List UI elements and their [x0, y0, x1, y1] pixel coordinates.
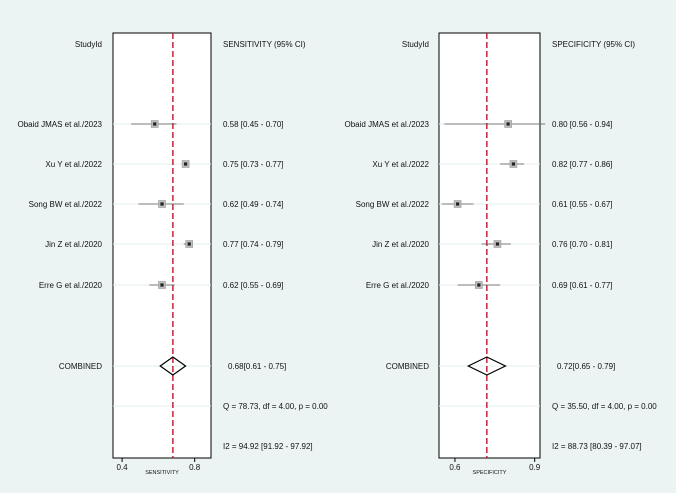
estimate-header: SENSITIVITY (95% CI) — [223, 40, 306, 49]
study-estimate-text: 0.76 [0.70 - 0.81] — [552, 240, 613, 249]
study-label: Xu Y et al./2022 — [372, 160, 429, 169]
heterogeneity-q-text: Q = 78.73, df = 4.00, p = 0.00 — [223, 402, 328, 411]
study-header: StudyId — [75, 40, 102, 49]
study-label: Jin Z et al./2020 — [45, 240, 102, 249]
heterogeneity-i2-text: I2 = 94.92 [91.92 - 97.92] — [223, 442, 313, 451]
study-estimate-text: 0.77 [0.74 - 0.79] — [223, 240, 284, 249]
study-point-marker — [456, 202, 460, 206]
study-label: Erre G et al./2020 — [39, 281, 103, 290]
combined-label: COMBINED — [386, 362, 429, 371]
x-tick-label: 0.9 — [529, 463, 541, 472]
combined-diamond — [466, 356, 507, 376]
study-label: Jin Z et al./2020 — [372, 240, 429, 249]
study-point-marker — [495, 242, 500, 246]
study-estimate-text: 0.75 [0.73 - 0.77] — [223, 160, 284, 169]
study-point-marker — [160, 202, 164, 206]
heterogeneity-i2-text: I2 = 88.73 [80.39 - 97.07] — [552, 442, 642, 451]
study-label: Obaid JMAS et al./2023 — [345, 120, 430, 129]
heterogeneity-q-text: Q = 35.50, df = 4.00, p = 0.00 — [552, 402, 657, 411]
study-point-marker — [187, 242, 191, 246]
study-estimate-text: 0.62 [0.55 - 0.69] — [223, 281, 284, 290]
study-estimate-text: 0.80 [0.56 - 0.94] — [552, 120, 613, 129]
study-estimate-text: 0.69 [0.61 - 0.77] — [552, 281, 613, 290]
combined-label: COMBINED — [59, 362, 102, 371]
combined-estimate-text: 0.68[0.61 - 0.75] — [228, 362, 286, 371]
study-label: Song BW et al./2022 — [29, 200, 103, 209]
specificity-panel: StudyId SPECIFICITY (95% CI) Obaid JMAS et… — [345, 32, 657, 476]
combined-diamond — [159, 356, 187, 376]
study-estimate-text: 0.62 [0.49 - 0.74] — [223, 200, 284, 209]
estimate-header: SPECIFICITY (95% CI) — [552, 40, 635, 49]
x-tick-label: 0.6 — [449, 463, 461, 472]
sensitivity-panel: StudyId SENSITIVITY (95% CI) Obaid JMAS et… — [18, 32, 328, 476]
study-label: Erre G et al./2020 — [366, 281, 430, 290]
study-point-marker — [477, 283, 481, 287]
study-estimate-text: 0.61 [0.55 - 0.67] — [552, 200, 613, 209]
study-point-marker — [506, 122, 510, 126]
study-point-marker — [511, 162, 516, 166]
x-axis-label: SPECIFICITY — [473, 470, 507, 476]
x-tick-label: 0.8 — [189, 463, 201, 472]
study-label: Xu Y et al./2022 — [45, 160, 102, 169]
study-label: Obaid JMAS et al./2023 — [18, 120, 103, 129]
plot-area — [112, 32, 212, 459]
x-tick-label: 0.4 — [117, 463, 129, 472]
combined-estimate-text: 0.72[0.65 - 0.79] — [557, 362, 615, 371]
study-header: StudyId — [402, 40, 429, 49]
study-point-marker — [153, 122, 157, 126]
study-point-marker — [160, 283, 164, 287]
study-estimate-text: 0.82 [0.77 - 0.86] — [552, 160, 613, 169]
x-axis-label: SENSITIVITY — [145, 470, 179, 476]
study-estimate-text: 0.58 [0.45 - 0.70] — [223, 120, 284, 129]
study-label: Song BW et al./2022 — [356, 200, 430, 209]
study-point-marker — [183, 162, 188, 166]
plot-area — [438, 32, 541, 459]
